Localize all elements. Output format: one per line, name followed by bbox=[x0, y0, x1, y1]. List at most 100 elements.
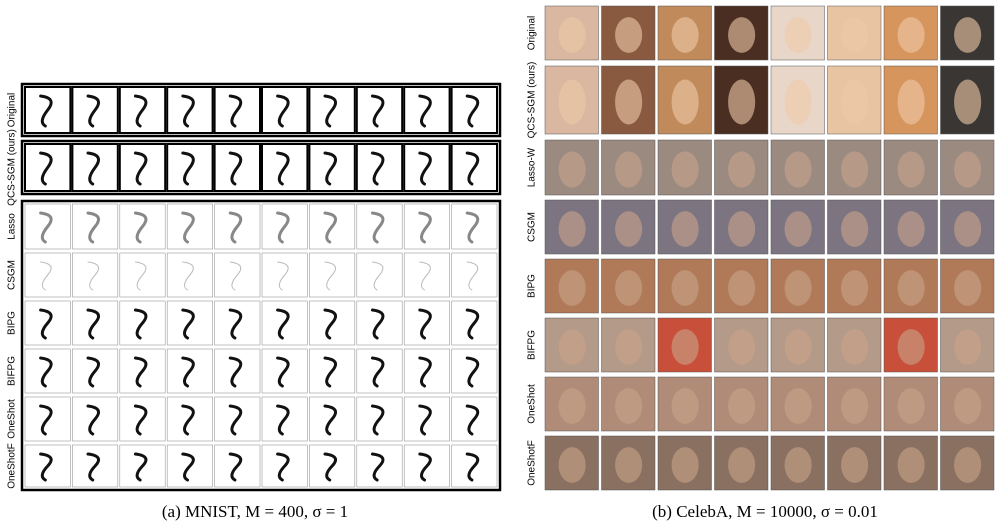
digit-stroke bbox=[465, 211, 480, 244]
face-shape bbox=[784, 17, 812, 53]
face-shape bbox=[558, 79, 586, 125]
digit-stroke bbox=[133, 151, 148, 186]
digit-stroke bbox=[370, 211, 385, 244]
row-label: OneShot bbox=[527, 384, 538, 424]
digit-stroke bbox=[418, 404, 432, 436]
digit-image bbox=[119, 300, 166, 346]
digit-stroke bbox=[86, 356, 101, 388]
face-shape bbox=[671, 211, 699, 247]
digit-stroke bbox=[181, 211, 195, 244]
face-shape bbox=[615, 151, 643, 188]
digit-stroke bbox=[371, 261, 384, 291]
face-shape bbox=[784, 388, 812, 424]
row-label: OneShotF bbox=[527, 440, 538, 486]
face-shape bbox=[671, 388, 699, 424]
digit-stroke bbox=[465, 356, 480, 388]
digit-stroke bbox=[323, 211, 338, 244]
row-label: QCS-SGM (ours) bbox=[7, 129, 18, 206]
face-shape bbox=[615, 329, 643, 365]
digit-stroke bbox=[323, 308, 338, 340]
digit-stroke bbox=[181, 452, 195, 482]
face-shape bbox=[897, 151, 925, 188]
face-shape bbox=[897, 388, 925, 424]
row-label: QCS-SGM (ours) bbox=[527, 62, 538, 139]
digit-stroke bbox=[86, 94, 101, 128]
face-shape bbox=[728, 211, 756, 247]
frame bbox=[20, 139, 502, 196]
row-label: OneShotF bbox=[7, 443, 18, 489]
digit-stroke bbox=[370, 308, 385, 340]
face-shape bbox=[615, 211, 643, 247]
face-shape bbox=[897, 211, 925, 247]
face-shape bbox=[728, 388, 756, 424]
digit-stroke bbox=[465, 404, 480, 436]
face-shape bbox=[841, 388, 869, 424]
face-shape bbox=[784, 79, 812, 125]
digit-stroke bbox=[133, 211, 148, 244]
face-shape bbox=[728, 79, 756, 125]
face-shape bbox=[784, 151, 812, 188]
face-shape bbox=[558, 270, 586, 306]
face-shape bbox=[841, 79, 869, 125]
digit-stroke bbox=[418, 308, 432, 340]
digit-stroke bbox=[133, 404, 148, 436]
face-shape bbox=[954, 388, 982, 424]
digit-image bbox=[356, 203, 403, 250]
digit-stroke bbox=[323, 452, 338, 482]
face-shape bbox=[897, 329, 925, 365]
face-shape bbox=[558, 211, 586, 247]
digit-stroke bbox=[465, 308, 480, 340]
face-shape bbox=[897, 79, 925, 125]
digit-stroke bbox=[276, 211, 290, 244]
digit-stroke bbox=[370, 151, 385, 186]
digit-stroke bbox=[133, 94, 148, 128]
digit-stroke bbox=[182, 261, 194, 291]
digit-stroke bbox=[86, 308, 101, 340]
digit-stroke bbox=[418, 151, 432, 186]
row-label: Original bbox=[527, 16, 538, 50]
digit-stroke bbox=[87, 261, 100, 291]
face-shape bbox=[954, 17, 982, 53]
digit-stroke bbox=[229, 261, 242, 291]
digit-image bbox=[24, 86, 72, 134]
face-shape bbox=[897, 447, 925, 483]
face-shape bbox=[671, 17, 699, 53]
face-shape bbox=[558, 329, 586, 365]
digit-stroke bbox=[39, 211, 53, 244]
face-shape bbox=[954, 211, 982, 247]
face-shape bbox=[841, 329, 869, 365]
face-shape bbox=[897, 17, 925, 53]
digit-stroke bbox=[133, 356, 148, 388]
face-shape bbox=[615, 17, 643, 53]
face-shape bbox=[784, 270, 812, 306]
digit-stroke bbox=[181, 151, 195, 186]
digit-stroke bbox=[228, 151, 243, 186]
face-shape bbox=[671, 270, 699, 306]
digit-stroke bbox=[323, 404, 338, 436]
row-label: BIFPG bbox=[527, 330, 538, 360]
digit-stroke bbox=[228, 404, 243, 436]
digit-stroke bbox=[86, 404, 101, 436]
face-shape bbox=[671, 79, 699, 125]
digit-image bbox=[403, 86, 451, 134]
digit-stroke bbox=[86, 151, 101, 186]
digit-stroke bbox=[418, 356, 432, 388]
face-shape bbox=[615, 447, 643, 483]
digit-stroke bbox=[86, 211, 101, 244]
row-label: Lasso bbox=[7, 213, 18, 240]
face-shape bbox=[954, 447, 982, 483]
digit-stroke bbox=[133, 452, 148, 482]
face-shape bbox=[841, 211, 869, 247]
face-shape bbox=[784, 447, 812, 483]
digit-stroke bbox=[228, 356, 243, 388]
face-shape bbox=[841, 151, 869, 188]
digit-stroke bbox=[228, 452, 243, 482]
digit-stroke bbox=[418, 211, 432, 244]
digit-stroke bbox=[324, 261, 337, 291]
digit-stroke bbox=[39, 308, 53, 340]
digit-stroke bbox=[419, 261, 431, 291]
digit-stroke bbox=[181, 356, 195, 388]
face-shape bbox=[558, 151, 586, 188]
digit-stroke bbox=[40, 261, 52, 291]
